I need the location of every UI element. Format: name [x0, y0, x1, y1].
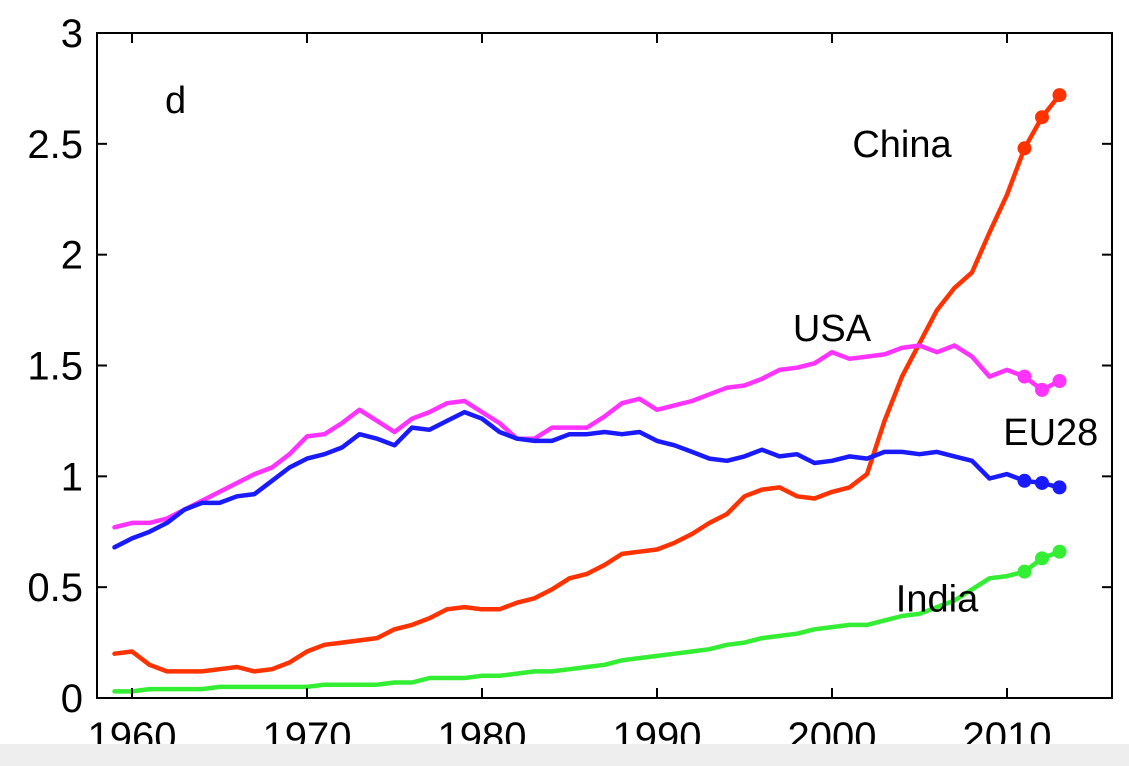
series-line-india — [112, 549, 1062, 694]
series-line-china — [112, 92, 1062, 674]
y-tick-label: 0 — [61, 677, 83, 721]
y-tick-label: 1.5 — [27, 345, 83, 389]
x-tick-label: 1980 — [438, 715, 527, 744]
x-tick-label: 1970 — [263, 715, 352, 744]
series-label-eu28: EU28 — [1003, 412, 1098, 454]
series-layer — [112, 88, 1067, 694]
series-china — [112, 88, 1067, 674]
x-tick-label: 2000 — [788, 715, 877, 744]
x-tick-label: 1960 — [88, 715, 177, 744]
panel-label: d — [165, 80, 186, 122]
series-label-india: India — [896, 578, 979, 620]
y-tick-label: 2.5 — [27, 123, 83, 167]
data-point-usa — [1017, 369, 1032, 384]
data-point-india — [1017, 564, 1032, 579]
data-point-china — [1017, 141, 1032, 156]
y-tick-label: 1 — [61, 455, 83, 499]
data-point-usa — [1035, 382, 1049, 397]
data-point-eu28 — [1017, 473, 1032, 488]
data-point-india — [1052, 544, 1067, 559]
series-label-china: China — [852, 124, 952, 166]
series-usa — [112, 343, 1067, 530]
axes-layer — [96, 32, 1113, 699]
data-point-china — [1052, 88, 1067, 103]
labels-layer: 0 0.5 1 1.5 2 2.5 3 1960 1970 1980 1990 2000 2010 d Ch… — [27, 12, 1098, 744]
y-tick-label: 0.5 — [27, 566, 83, 610]
data-point-eu28 — [1035, 475, 1049, 490]
x-tick-label: 1990 — [613, 715, 702, 744]
y-tick-label: 3 — [61, 12, 83, 56]
bottom-strip — [0, 744, 1129, 766]
data-point-eu28 — [1052, 480, 1067, 495]
chart: 0 0.5 1 1.5 2 2.5 3 1960 1970 1980 1990 2000 2010 d Ch… — [27, 12, 1113, 744]
data-point-usa — [1052, 374, 1067, 389]
series-india — [112, 544, 1067, 694]
y-tick-label: 2 — [61, 234, 83, 278]
series-line-usa — [112, 343, 1062, 530]
series-label-usa: USA — [793, 308, 872, 350]
data-point-india — [1035, 551, 1049, 566]
series-line-eu28 — [112, 409, 1062, 550]
data-point-china — [1035, 110, 1049, 125]
x-tick-label: 2010 — [963, 715, 1052, 744]
series-eu28 — [112, 409, 1067, 550]
